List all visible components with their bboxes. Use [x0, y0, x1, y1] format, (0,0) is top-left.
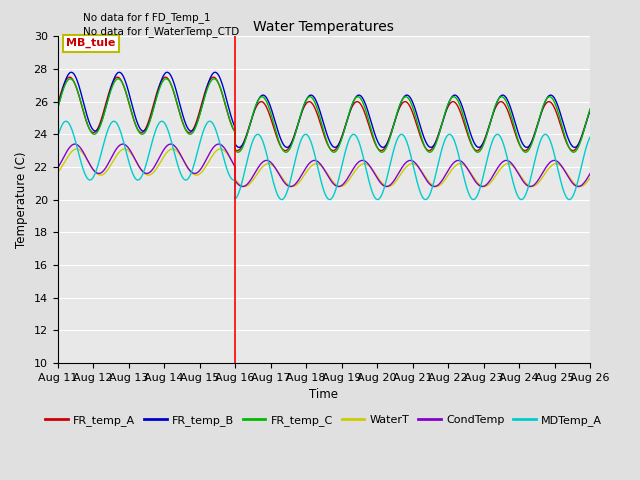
- MDTemp_A: [115, 123, 122, 129]
- FR_temp_C: [519, 147, 527, 153]
- Y-axis label: Temperature (C): Temperature (C): [15, 151, 28, 248]
- WaterT: [146, 172, 154, 178]
- CondTemp: [335, 184, 342, 190]
- CondTemp: [115, 144, 122, 149]
- Line: FR_temp_C: FR_temp_C: [58, 79, 590, 152]
- FR_temp_A: [519, 147, 527, 153]
- FR_temp_C: [576, 140, 584, 146]
- Line: WaterT: WaterT: [58, 149, 590, 187]
- FR_temp_A: [576, 138, 584, 144]
- FR_temp_B: [519, 141, 527, 147]
- FR_temp_B: [576, 138, 584, 144]
- FR_temp_C: [54, 106, 61, 112]
- FR_temp_B: [586, 107, 594, 112]
- WaterT: [586, 175, 594, 180]
- CondTemp: [519, 178, 527, 183]
- FR_temp_B: [115, 70, 122, 75]
- FR_temp_C: [146, 118, 154, 124]
- CondTemp: [281, 180, 289, 186]
- MDTemp_A: [576, 169, 584, 175]
- WaterT: [519, 176, 527, 182]
- Line: FR_temp_B: FR_temp_B: [58, 72, 590, 147]
- CondTemp: [215, 141, 223, 147]
- FR_temp_A: [54, 102, 61, 108]
- Title: Water Temperatures: Water Temperatures: [253, 20, 394, 34]
- Line: MDTemp_A: MDTemp_A: [58, 121, 590, 200]
- FR_temp_C: [258, 94, 266, 100]
- CondTemp: [54, 165, 61, 171]
- FR_temp_A: [209, 74, 217, 80]
- FR_temp_C: [586, 106, 594, 111]
- FR_temp_B: [211, 70, 219, 75]
- MDTemp_A: [326, 197, 333, 203]
- WaterT: [337, 184, 344, 190]
- Legend: FR_temp_A, FR_temp_B, FR_temp_C, WaterT, CondTemp, MDTemp_A: FR_temp_A, FR_temp_B, FR_temp_C, WaterT,…: [41, 411, 607, 431]
- MDTemp_A: [586, 134, 594, 140]
- MDTemp_A: [281, 193, 289, 199]
- FR_temp_C: [281, 149, 289, 155]
- FR_temp_A: [146, 114, 154, 120]
- FR_temp_A: [330, 148, 337, 154]
- MDTemp_A: [146, 148, 154, 154]
- WaterT: [281, 179, 289, 185]
- MDTemp_A: [54, 134, 61, 140]
- WaterT: [54, 169, 61, 175]
- FR_temp_A: [258, 99, 266, 105]
- FR_temp_C: [115, 76, 122, 82]
- FR_temp_C: [330, 149, 338, 155]
- FR_temp_B: [54, 106, 61, 111]
- CondTemp: [146, 169, 154, 175]
- FR_temp_A: [586, 108, 594, 113]
- CondTemp: [586, 170, 594, 176]
- X-axis label: Time: Time: [309, 388, 339, 401]
- FR_temp_C: [210, 76, 218, 82]
- MDTemp_A: [519, 196, 527, 202]
- FR_temp_A: [115, 74, 122, 80]
- Text: No data for f_WaterTemp_CTD: No data for f_WaterTemp_CTD: [83, 26, 239, 37]
- FR_temp_B: [146, 118, 154, 123]
- FR_temp_B: [258, 93, 266, 98]
- Line: FR_temp_A: FR_temp_A: [58, 77, 590, 151]
- WaterT: [258, 165, 266, 170]
- MDTemp_A: [258, 136, 266, 142]
- FR_temp_B: [281, 144, 289, 149]
- CondTemp: [576, 183, 584, 189]
- MDTemp_A: [206, 119, 214, 124]
- FR_temp_A: [281, 148, 289, 154]
- CondTemp: [258, 160, 266, 166]
- FR_temp_B: [331, 144, 339, 150]
- WaterT: [115, 150, 122, 156]
- Text: MB_tule: MB_tule: [67, 38, 116, 48]
- Line: CondTemp: CondTemp: [58, 144, 590, 187]
- Text: No data for f FD_Temp_1: No data for f FD_Temp_1: [83, 12, 211, 23]
- WaterT: [576, 184, 584, 190]
- WaterT: [216, 146, 224, 152]
